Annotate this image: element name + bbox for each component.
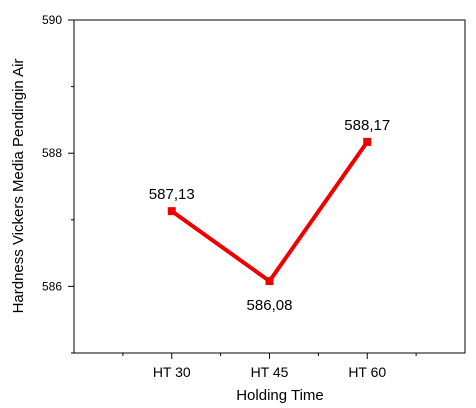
data-point-marker <box>167 207 176 216</box>
data-point-marker <box>363 137 372 146</box>
y-axis: 586 588 590 <box>42 13 74 354</box>
series-layer: 587,13 586,08 588,17 <box>149 117 390 314</box>
x-axis-label: Holding Time <box>236 387 324 404</box>
x-tick-label: HT 30 <box>153 364 191 380</box>
y-tick-label: 588 <box>42 146 62 160</box>
y-tick-label: 590 <box>42 13 62 27</box>
x-tick-label: HT 60 <box>348 364 386 380</box>
data-label: 588,17 <box>344 117 390 134</box>
x-tick-label: HT 45 <box>251 364 289 380</box>
data-label: 587,13 <box>149 186 195 203</box>
y-tick-label: 586 <box>42 279 62 293</box>
data-point-marker <box>265 277 274 286</box>
data-label: 586,08 <box>247 297 293 314</box>
y-axis-label: Hardness Vickers Media Pendingin Air <box>10 59 27 314</box>
x-axis: HT 30 HT 45 HT 60 <box>122 353 417 380</box>
series-line <box>170 140 369 284</box>
